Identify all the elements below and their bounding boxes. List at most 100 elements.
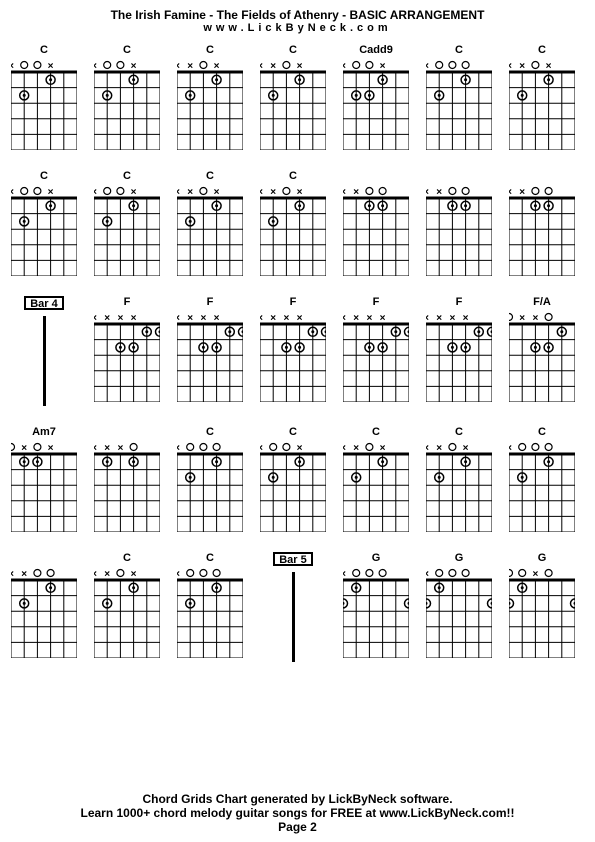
svg-text:×: × [426,443,429,454]
chord-name-label: C [40,44,48,58]
svg-text:×: × [94,569,97,580]
svg-text:×: × [11,569,14,580]
chord-name-label: C [206,44,214,58]
page-title: The Irish Famine - The Fields of Athenry… [8,8,587,22]
chord-diagram-box: C× [423,44,495,150]
chord-diagram-box: C××× [174,170,246,276]
chord-name-label: C [455,426,463,440]
chord-diagram-box: F ×××× [340,296,412,402]
svg-text:×: × [187,313,193,324]
chord-name-label: F [373,296,380,310]
chord-diagram-box: Cadd9 ×× [340,44,412,150]
svg-text:×: × [214,313,220,324]
chord-row: C××C××C×××C×××Cadd9××C×C××× [8,44,587,150]
fretboard-diagram: ×× [94,186,160,276]
fretboard-diagram: ×× [343,186,409,276]
svg-text:×: × [21,569,27,580]
chord-name-label: C [123,170,131,184]
svg-text:×: × [94,61,97,72]
chord-name-label: G [455,552,464,566]
chord-name-label: F [124,296,131,310]
svg-text:×: × [519,61,525,72]
fretboard-diagram: ×× [11,186,77,276]
chord-name-label: C [455,44,463,58]
footer-line-1: Chord Grids Chart generated by LickByNec… [0,792,595,806]
chord-name-label: C [289,44,297,58]
svg-text:×: × [436,443,442,454]
svg-text:×: × [48,187,54,198]
svg-text:×: × [343,187,346,198]
fretboard-diagram: ××× [509,60,575,150]
svg-text:×: × [426,61,429,72]
svg-text:×: × [509,187,512,198]
chord-name-label: F [290,296,297,310]
chord-name-label: C [206,552,214,566]
svg-text:×: × [11,61,14,72]
page-subtitle: www.LickByNeck.com [8,22,587,34]
chord-name-label: C [538,426,546,440]
chord-row: ××C×××C×Bar 5G×G×G× [8,552,587,662]
svg-text:×: × [177,313,180,324]
chord-row: Am7×××××C×C××C×××C×××C× [8,426,587,532]
fretboard-diagram: ×× [94,60,160,150]
fretboard-diagram: ××× [260,186,326,276]
fretboard-diagram: ×× [426,186,492,276]
chord-name-label: F/A [533,296,551,310]
svg-text:×: × [297,443,303,454]
fretboard-diagram: ××× [177,186,243,276]
chord-name-label: G [538,552,547,566]
chord-diagram-box: C××× [257,170,329,276]
svg-text:×: × [297,61,303,72]
chord-grid-container: C××C××C×××C×××Cadd9××C×C×××C××C××C×××C××… [8,44,587,662]
chord-diagram-box: C××× [91,552,163,658]
svg-text:×: × [436,313,442,324]
svg-text:×: × [426,569,429,580]
fretboard-diagram: ×××× [260,312,326,402]
fretboard-diagram: ×××× [343,312,409,402]
bar-label: Bar 5 [273,552,313,566]
fretboard-diagram: ××× [343,442,409,532]
svg-text:×: × [104,569,110,580]
chord-diagram-box: F×××× [91,296,163,402]
chord-diagram-box: C×× [91,44,163,150]
bar-label: Bar 4 [24,296,64,310]
svg-text:×: × [260,443,263,454]
chord-diagram-box: F/A×× [506,296,578,402]
svg-text:×: × [463,443,469,454]
fretboard-diagram: ×× [343,60,409,150]
svg-text:×: × [131,61,137,72]
svg-text:×: × [94,187,97,198]
fretboard-diagram: × [426,568,492,658]
chord-name-label: C [538,44,546,58]
fretboard-diagram: ××× [177,60,243,150]
svg-text:×: × [353,313,359,324]
fretboard-diagram: ×××× [426,312,492,402]
svg-text:×: × [463,313,469,324]
fretboard-diagram: ××× [260,60,326,150]
chord-name-label: F [456,296,463,310]
svg-text:×: × [21,443,27,454]
chord-diagram-box: C ××× [506,44,578,150]
chord-diagram-box: ××× [91,426,163,532]
chord-diagram-box: C× [506,426,578,532]
svg-text:×: × [270,61,276,72]
chord-diagram-box: C××× [257,44,329,150]
fretboard-diagram: ×× [11,568,77,658]
chord-diagram-box: C×× [8,44,80,150]
svg-text:×: × [380,443,386,454]
chord-name-label: G [372,552,381,566]
chord-diagram-box: ×× [8,552,80,658]
svg-text:×: × [260,187,263,198]
svg-text:×: × [532,569,538,580]
svg-text:×: × [94,313,97,324]
svg-text:×: × [48,61,54,72]
svg-text:×: × [426,313,429,324]
chord-name-label: C [372,426,380,440]
fretboard-diagram: × [509,568,575,658]
fretboard-diagram: ×× [11,442,77,532]
chord-name-label: C [289,426,297,440]
chord-name-label: Cadd9 [359,44,393,58]
svg-text:×: × [353,443,359,454]
header: The Irish Famine - The Fields of Athenry… [8,8,587,34]
fretboard-diagram: × [509,442,575,532]
